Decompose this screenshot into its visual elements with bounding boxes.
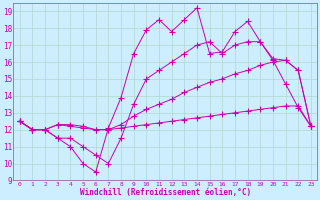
X-axis label: Windchill (Refroidissement éolien,°C): Windchill (Refroidissement éolien,°C) [80,188,251,197]
